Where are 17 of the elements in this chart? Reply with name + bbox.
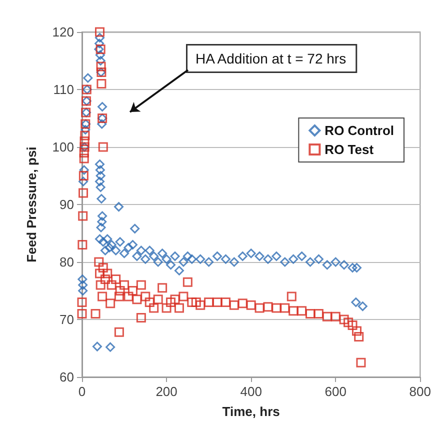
x-tick-label: 0 bbox=[78, 384, 86, 399]
y-tick-label: 90 bbox=[60, 197, 74, 212]
y-tick-label: 110 bbox=[53, 82, 74, 97]
legend-label: RO Test bbox=[324, 142, 374, 157]
x-tick-label: 800 bbox=[409, 384, 432, 399]
legend-label: RO Control bbox=[324, 123, 394, 138]
y-tick-label: 120 bbox=[52, 24, 74, 40]
x-axis-title: Time, hrs bbox=[222, 404, 280, 419]
x-tick-label: 400 bbox=[240, 384, 262, 399]
y-tick-label: 100 bbox=[52, 140, 74, 154]
y-tick-label: 60 bbox=[60, 370, 74, 384]
annotation: HA Addition at t = 72 hrs bbox=[196, 50, 346, 66]
y-tick-label: 70 bbox=[60, 312, 74, 327]
x-tick-label: 600 bbox=[324, 384, 346, 399]
y-axis-title: Feed Pressure, psi bbox=[24, 146, 39, 262]
x-tick-label: 200 bbox=[156, 384, 178, 399]
y-tick-label: 80 bbox=[60, 254, 74, 270]
